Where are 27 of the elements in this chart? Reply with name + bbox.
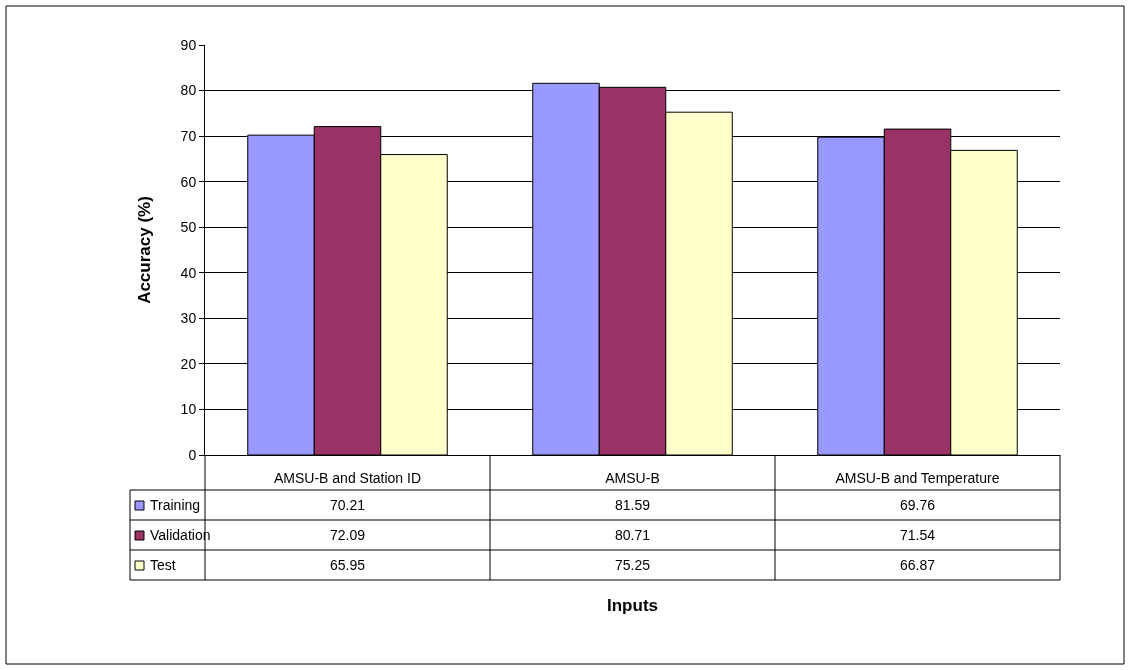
x-tick-label: AMSU-B <box>605 469 660 486</box>
data-label: 81.59 <box>615 497 651 513</box>
legend-label: Test <box>150 557 176 573</box>
x-tick-label: AMSU-B and Station ID <box>273 469 422 486</box>
y-tick-label: 60 <box>180 173 197 190</box>
data-label: 65.95 <box>330 557 366 573</box>
data-label: 71.54 <box>900 527 936 543</box>
data-label: 72.09 <box>330 527 366 543</box>
y-tick-label: 50 <box>180 219 197 236</box>
y-tick-label: 10 <box>180 401 197 418</box>
y-tick-label: 20 <box>180 355 197 372</box>
data-label: 70.21 <box>330 497 366 513</box>
y-tick-label: 40 <box>180 264 197 281</box>
data-label: 75.25 <box>615 557 651 573</box>
data-label: 69.76 <box>900 497 936 513</box>
x-tick-label: AMSU-B and Temperature <box>835 469 1000 486</box>
data-label: 80.71 <box>615 527 651 543</box>
y-tick-label: 0 <box>188 446 197 463</box>
y-tick-label: 70 <box>180 128 197 145</box>
y-tick-label: 30 <box>180 310 197 327</box>
data-label: 66.87 <box>900 557 936 573</box>
y-axis-title: Accuracy (%) <box>135 196 155 304</box>
y-tick-label: 90 <box>180 36 197 53</box>
y-tick-label: 80 <box>180 82 197 99</box>
legend-label: Validation <box>150 527 211 543</box>
text: Inputs <box>607 596 658 615</box>
legend-label: Training <box>150 497 201 513</box>
